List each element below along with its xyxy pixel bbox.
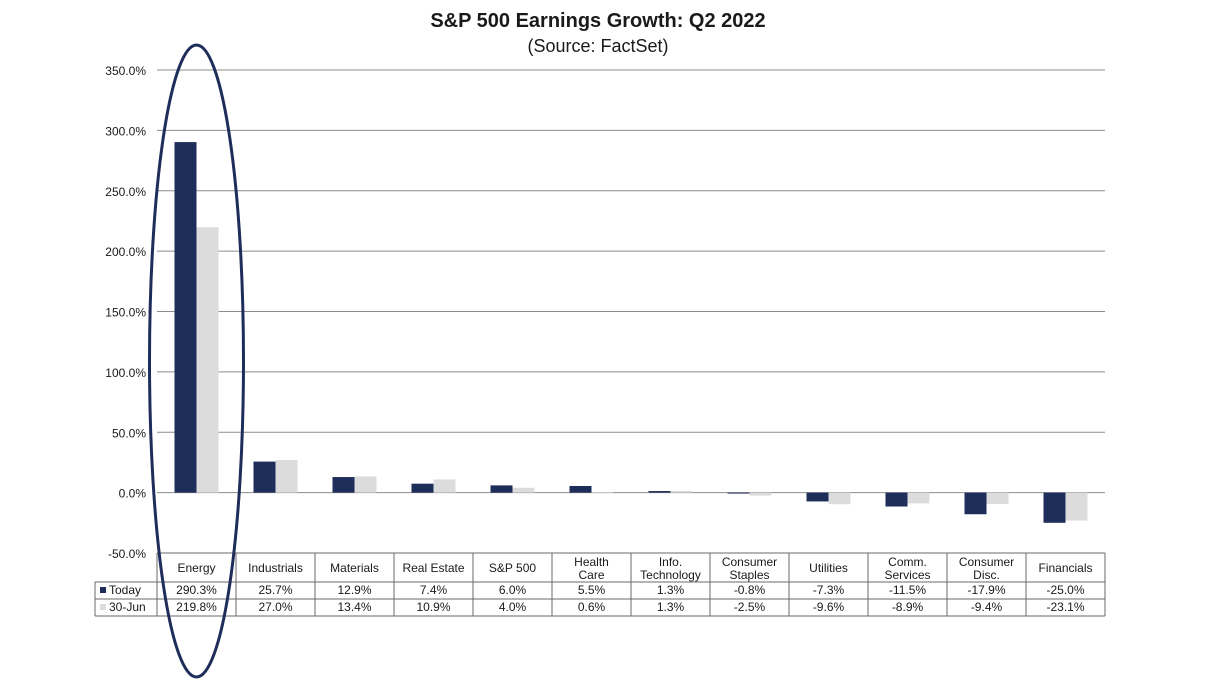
data-label: 1.3% <box>657 600 685 614</box>
bar-30-jun <box>196 227 219 493</box>
data-label: -7.3% <box>813 583 845 597</box>
bar-today <box>1043 492 1066 523</box>
y-tick-label: 0.0% <box>119 487 147 501</box>
data-label: 13.4% <box>337 600 371 614</box>
y-tick-label: 150.0% <box>105 306 146 320</box>
bar-today <box>332 477 355 493</box>
y-tick-label: 350.0% <box>105 64 146 78</box>
bar-30-jun <box>433 479 456 493</box>
category-label: Energy <box>177 561 215 575</box>
highlight-ellipse <box>148 43 245 679</box>
legend-label: Today <box>109 583 141 597</box>
y-tick-label: 200.0% <box>105 245 146 259</box>
data-label: 4.0% <box>499 600 527 614</box>
category-label: Utilities <box>809 561 848 575</box>
data-label: 290.3% <box>176 583 217 597</box>
legend-label: 30-Jun <box>109 600 146 614</box>
legend-swatch-30-jun <box>100 604 106 610</box>
bar-30-jun <box>512 487 535 493</box>
data-label: 0.6% <box>578 600 606 614</box>
data-label: 219.8% <box>176 600 217 614</box>
bar-today <box>569 485 592 493</box>
data-label: -9.4% <box>971 600 1003 614</box>
bar-30-jun <box>749 492 772 496</box>
category-label: Services <box>884 568 930 582</box>
category-label: Health <box>574 555 609 569</box>
data-label: 10.9% <box>416 600 450 614</box>
chart-title: S&P 500 Earnings Growth: Q2 2022 <box>430 10 766 32</box>
legend-swatch-today <box>100 587 106 593</box>
category-label: Industrials <box>248 561 303 575</box>
bar-today <box>490 485 513 493</box>
bar-today <box>174 142 197 493</box>
bar-30-jun <box>1065 492 1088 521</box>
bar-30-jun <box>275 460 298 493</box>
category-label: Financials <box>1038 561 1092 575</box>
chart-subtitle: (Source: FactSet) <box>527 36 669 56</box>
category-label: Disc. <box>973 568 1000 582</box>
data-label: 7.4% <box>420 583 448 597</box>
bar-today <box>727 492 750 494</box>
data-label: 25.7% <box>258 583 292 597</box>
data-label: -25.0% <box>1046 583 1084 597</box>
data-label: 5.5% <box>578 583 606 597</box>
category-label: Care <box>578 568 604 582</box>
data-label: 12.9% <box>337 583 371 597</box>
data-label: -9.6% <box>813 600 845 614</box>
data-label: -0.8% <box>734 583 766 597</box>
y-tick-label: 300.0% <box>105 124 146 138</box>
bar-30-jun <box>670 491 693 493</box>
y-tick-label: 50.0% <box>112 426 146 440</box>
y-tick-label: 100.0% <box>105 366 146 380</box>
bar-today <box>253 461 276 493</box>
category-label: Consumer <box>959 555 1014 569</box>
data-label: -23.1% <box>1046 600 1084 614</box>
bar-30-jun <box>354 476 377 493</box>
bar-30-jun <box>828 492 851 505</box>
category-label: Technology <box>640 568 701 582</box>
bar-30-jun <box>907 492 930 504</box>
data-label: 6.0% <box>499 583 527 597</box>
category-label: Materials <box>330 561 379 575</box>
data-label: 1.3% <box>657 583 685 597</box>
category-label: Comm. <box>888 555 927 569</box>
category-label: Real Estate <box>402 561 464 575</box>
bar-30-jun <box>986 492 1009 504</box>
data-label: -8.9% <box>892 600 924 614</box>
data-label: -2.5% <box>734 600 766 614</box>
data-label: -17.9% <box>967 583 1005 597</box>
data-label: 27.0% <box>258 600 292 614</box>
category-label: Consumer <box>722 555 777 569</box>
category-label: S&P 500 <box>489 561 536 575</box>
bar-today <box>648 491 671 493</box>
y-tick-label: 250.0% <box>105 185 146 199</box>
bar-today <box>885 492 908 507</box>
bar-30-jun <box>591 491 614 493</box>
bar-today <box>964 492 987 515</box>
bar-today <box>411 483 434 493</box>
y-tick-label: -50.0% <box>108 547 146 561</box>
category-label: Staples <box>729 568 769 582</box>
bar-today <box>806 492 829 502</box>
category-label: Info. <box>659 555 682 569</box>
data-label: -11.5% <box>889 583 926 597</box>
